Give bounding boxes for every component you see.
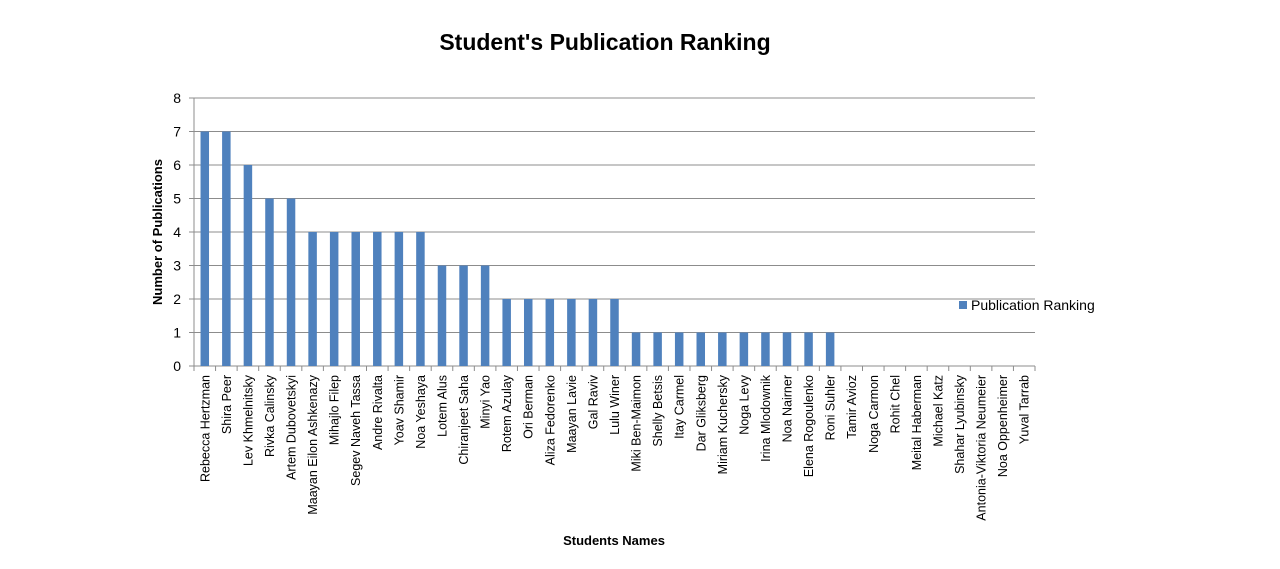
x-tick-label: Lulu Winer <box>608 375 622 435</box>
x-tick-label: Dar Gliksberg <box>694 375 708 451</box>
x-tick-label: Mihajlo Filep <box>328 375 342 445</box>
bar <box>243 165 253 366</box>
bar <box>653 332 662 366</box>
bar <box>373 232 382 366</box>
x-tick-label: Ori Berman <box>522 375 536 439</box>
bar <box>718 332 727 366</box>
bar <box>437 265 447 366</box>
x-tick-label: Rohit Chel <box>888 375 902 433</box>
y-tick-label: 8 <box>173 90 181 106</box>
bar <box>523 299 533 366</box>
x-tick-label: Noa Nairner <box>781 375 795 442</box>
bar <box>286 198 296 366</box>
x-tick-label: Rivka Calinsky <box>263 374 277 457</box>
legend-label: Publication Ranking <box>971 297 1095 313</box>
bar <box>308 232 317 366</box>
bar <box>739 332 749 366</box>
x-tick-label: Meital Haberman <box>910 375 924 470</box>
bars <box>200 131 835 366</box>
x-tick-label: Noga Carmon <box>867 375 881 453</box>
x-tick-label: Lotem Alus <box>435 375 449 437</box>
x-tick-label: Rebecca Hertzman <box>198 375 212 482</box>
x-tick-label: Noga Levy <box>737 374 751 435</box>
x-tick-label: Shelly Betsis <box>651 375 665 447</box>
x-tick-label: Andre Rivalta <box>371 375 385 450</box>
x-tick-label: Lev Khmelnitsky <box>241 374 255 466</box>
x-tick-label: Miki Ben-Maimon <box>630 375 644 472</box>
y-tick-label: 3 <box>173 258 181 274</box>
bar <box>588 299 598 366</box>
x-tick-label: Minyi Yao <box>479 375 493 429</box>
bar <box>502 299 511 366</box>
bar <box>200 131 210 366</box>
chart-title: Student's Publication Ranking <box>439 29 770 55</box>
x-tick-label: Gal Raviv <box>586 374 600 429</box>
bar <box>631 332 641 366</box>
y-tick-label: 6 <box>173 157 181 173</box>
bar <box>459 265 468 366</box>
x-tick-label: Yuval Tarrab <box>1018 375 1032 444</box>
x-tick-label: Artem Dubovetskyi <box>285 375 299 480</box>
x-tick-label: Roni Suhler <box>824 375 838 440</box>
bar <box>222 131 231 366</box>
y-axis-title: Number of Publications <box>150 159 165 305</box>
x-tick-label: Maayan Lavie <box>565 375 579 453</box>
x-tick-label: Shahar Lyubinsky <box>953 374 967 474</box>
bar <box>804 332 813 366</box>
x-tick-label: Noa Yeshaya <box>414 375 428 449</box>
x-tick-label: Aliza Fedorenko <box>543 375 557 465</box>
x-axis-title: Students Names <box>563 533 665 548</box>
y-tick-label: 4 <box>173 224 181 240</box>
x-tick-label: Segev Naveh Tassa <box>349 375 363 486</box>
x-tick-label: Michael Katz <box>931 375 945 447</box>
x-tick-label: Noa Oppenheimer <box>996 375 1010 477</box>
x-tick-label: Elena Rogoulenko <box>802 375 816 477</box>
bar <box>545 299 555 366</box>
bar <box>351 232 360 366</box>
x-tick-label: Shira Peer <box>220 375 234 434</box>
bar <box>416 232 425 366</box>
x-tick-label: Antonia-Viktoria Neumeier <box>975 375 989 521</box>
bar <box>610 299 619 366</box>
x-tick-labels: Rebecca Hertzman Shira Peer Lev Khmelnitsk… <box>198 374 1031 520</box>
bar <box>480 265 490 366</box>
y-tick-label: 1 <box>173 325 181 341</box>
bar <box>696 332 706 366</box>
bar <box>394 232 404 366</box>
y-tick-label: 7 <box>173 124 181 140</box>
bar <box>567 299 576 366</box>
bar <box>329 232 339 366</box>
x-tick-label: Chiranjeet Saha <box>457 375 471 465</box>
legend-swatch <box>959 301 967 309</box>
x-tick-label: Maayan Eilon Ashkenazy <box>306 374 320 514</box>
bar <box>782 332 792 366</box>
x-tick-label: Irina Mlodownik <box>759 374 773 462</box>
bar <box>825 332 835 366</box>
bar <box>761 332 770 366</box>
legend: Publication Ranking <box>959 297 1095 313</box>
x-tick-label: Rotem Azulay <box>500 374 514 452</box>
bar <box>674 332 684 366</box>
x-tick-label: Itay Carmel <box>673 375 687 439</box>
y-tick-label: 2 <box>173 291 181 307</box>
x-tick-label: Yoav Shamir <box>392 375 406 445</box>
y-tick-label: 5 <box>173 191 181 207</box>
bar <box>265 198 274 366</box>
y-tick-labels: 0 1 2 3 4 5 6 7 8 <box>173 90 181 374</box>
x-tick-label: Miriam Kuchersky <box>716 374 730 474</box>
x-tick-label: Tamir Avioz <box>845 375 859 439</box>
y-tick-label: 0 <box>173 358 181 374</box>
